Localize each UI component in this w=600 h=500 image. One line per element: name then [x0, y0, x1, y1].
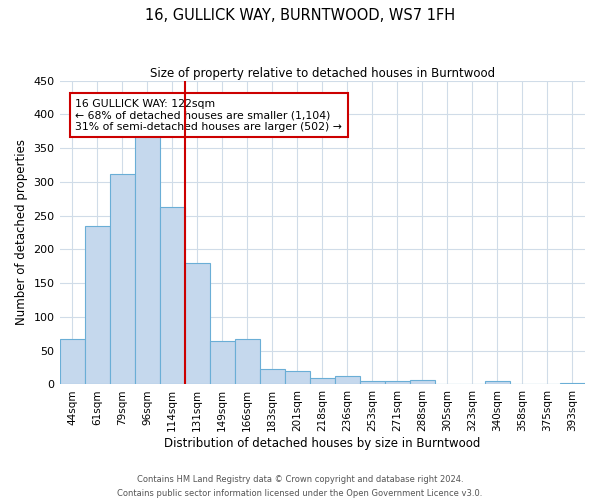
- Y-axis label: Number of detached properties: Number of detached properties: [15, 140, 28, 326]
- Bar: [260, 369, 285, 384]
- Bar: [560, 383, 585, 384]
- Bar: [485, 381, 510, 384]
- Bar: [85, 226, 110, 384]
- Bar: [335, 376, 360, 384]
- Bar: [360, 381, 385, 384]
- Bar: [209, 340, 235, 384]
- Bar: [110, 174, 134, 384]
- X-axis label: Distribution of detached houses by size in Burntwood: Distribution of detached houses by size …: [164, 437, 481, 450]
- Text: Contains HM Land Registry data © Crown copyright and database right 2024.
Contai: Contains HM Land Registry data © Crown c…: [118, 476, 482, 498]
- Title: Size of property relative to detached houses in Burntwood: Size of property relative to detached ho…: [150, 68, 495, 80]
- Bar: [160, 207, 185, 384]
- Bar: [410, 380, 435, 384]
- Bar: [285, 371, 310, 384]
- Bar: [134, 134, 160, 384]
- Bar: [59, 339, 85, 384]
- Bar: [185, 263, 209, 384]
- Bar: [310, 378, 335, 384]
- Bar: [385, 381, 410, 384]
- Bar: [235, 338, 260, 384]
- Text: 16 GULLICK WAY: 122sqm
← 68% of detached houses are smaller (1,104)
31% of semi-: 16 GULLICK WAY: 122sqm ← 68% of detached…: [76, 98, 342, 132]
- Text: 16, GULLICK WAY, BURNTWOOD, WS7 1FH: 16, GULLICK WAY, BURNTWOOD, WS7 1FH: [145, 8, 455, 22]
